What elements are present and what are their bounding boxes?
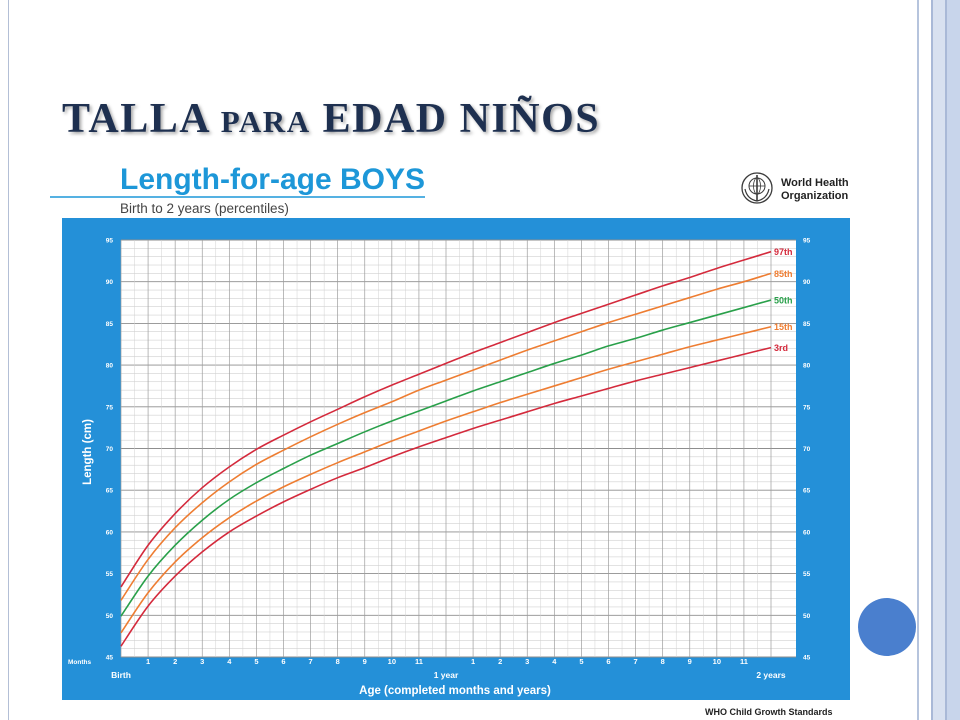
slide-stripe (917, 0, 919, 720)
x-tick-label-month: 10 (388, 657, 396, 666)
y-tick-label-left: 50 (106, 613, 114, 620)
slide-stripe (931, 0, 933, 720)
slide-stripe (947, 0, 960, 720)
y-tick-label-left: 55 (106, 571, 114, 578)
x-tick-label-month: 5 (254, 657, 258, 666)
chart-title: Length-for-age BOYS (120, 163, 425, 196)
y-tick-label-right: 95 (803, 238, 811, 245)
y-tick-label-left: 65 (106, 488, 114, 495)
x-tick-label-month: 6 (281, 657, 285, 666)
months-label: Months (68, 659, 91, 666)
y-tick-label-right: 50 (803, 613, 811, 620)
x-tick-label-month: 8 (336, 657, 340, 666)
y-tick-label-right: 65 (803, 488, 811, 495)
x-tick-label-month: 2 (173, 657, 177, 666)
slide-title-part3: EDAD NIÑOS (322, 96, 601, 142)
percentile-label-50th: 50th (774, 296, 793, 306)
growth-chart: Length-for-age BOYS Birth to 2 years (pe… (50, 163, 850, 717)
y-tick-label-right: 55 (803, 571, 811, 578)
y-tick-label-left: 80 (106, 363, 114, 370)
percentile-curve-3rd (120, 346, 772, 647)
y-tick-label-left: 95 (106, 238, 114, 245)
y-tick-label-right: 70 (803, 446, 811, 453)
x-tick-label-month: 7 (308, 657, 312, 666)
x-tick-label-month: 9 (363, 657, 367, 666)
y-tick-label-left: 90 (106, 279, 114, 286)
x-tick-label-month: 5 (579, 657, 583, 666)
who-emblem-icon (741, 172, 773, 204)
slide-stripe (945, 0, 947, 720)
y-axis-left: 45 50 55 60 65 70 75 80 85 90 95 (106, 238, 114, 662)
x-tick-label-month: 1 (471, 657, 475, 666)
x-tick-label-month: 1 (146, 657, 150, 666)
slide-title-part2: PARA (220, 104, 311, 139)
percentile-curve-85th (120, 272, 772, 601)
emblem-laurel (744, 188, 770, 202)
x-tick-label-month: 6 (606, 657, 610, 666)
x-tick-label-month: 7 (633, 657, 637, 666)
logo-line1: World Health (781, 177, 849, 189)
y-tick-label-left: 60 (106, 529, 114, 536)
percentile-curve-15th (120, 325, 772, 634)
percentile-label-97th: 97th (774, 247, 793, 257)
source-footer: WHO Child Growth Standards (705, 707, 833, 717)
x-tick-label-month: 11 (415, 657, 423, 666)
percentile-label-3rd: 3rd (774, 343, 788, 353)
chart-header: Length-for-age BOYS Birth to 2 years (pe… (50, 163, 425, 216)
x-tick-label-month: 9 (688, 657, 692, 666)
slide-title-part1: TALLA (62, 96, 209, 142)
y-tick-label-right: 45 (803, 655, 811, 662)
x-tick-label-month: 3 (200, 657, 204, 666)
x-tick-label-year: 2 years (756, 670, 786, 680)
y-tick-label-left: 85 (106, 321, 114, 328)
percentile-curve-50th (120, 299, 772, 617)
slide-border-left (8, 0, 9, 720)
y-tick-label-right: 85 (803, 321, 811, 328)
x-tick-label-year: 1 year (434, 670, 459, 680)
grid-lines (120, 239, 796, 658)
x-tick-label-month: 4 (227, 657, 232, 666)
x-tick-label-month: 2 (498, 657, 502, 666)
y-tick-label-right: 90 (803, 279, 811, 286)
percentile-label-15th: 15th (774, 322, 793, 332)
y-tick-label-right: 60 (803, 529, 811, 536)
x-axis: Birth 1 2 3 4 5 6 7 8 9 10 11 1 year 1 2 3 4 5 6 7 8 9 10 11 2 y… (111, 657, 786, 680)
x-tick-label-month: 11 (740, 657, 748, 666)
x-tick-label-year: Birth (111, 670, 131, 680)
y-axis-right: 45 50 55 60 65 70 75 80 85 90 95 (803, 238, 811, 662)
y-tick-label-left: 70 (106, 446, 114, 453)
y-tick-label-left: 45 (106, 655, 114, 662)
percentile-curve-97th (120, 250, 772, 588)
chart-subtitle: Birth to 2 years (percentiles) (120, 201, 289, 216)
who-logo: World Health Organization (741, 172, 849, 204)
y-axis-title: Length (cm) (82, 419, 94, 485)
x-tick-label-month: 3 (525, 657, 529, 666)
percentile-curves (120, 250, 772, 647)
percentile-label-85th: 85th (774, 269, 793, 279)
accent-circle (858, 598, 916, 656)
percentile-labels: 97th 85th 50th 15th 3rd (774, 247, 793, 353)
slide-stripe (933, 0, 945, 720)
x-tick-label-month: 10 (713, 657, 721, 666)
x-tick-label-month: 4 (552, 657, 557, 666)
logo-line2: Organization (781, 190, 849, 202)
y-tick-label-right: 80 (803, 363, 811, 370)
x-tick-label-month: 8 (661, 657, 665, 666)
x-axis-title: Age (completed months and years) (359, 685, 551, 697)
y-tick-label-right: 75 (803, 404, 811, 411)
y-tick-label-left: 75 (106, 404, 114, 411)
slide-title: TALLA PARA EDAD NIÑOS (62, 98, 600, 143)
